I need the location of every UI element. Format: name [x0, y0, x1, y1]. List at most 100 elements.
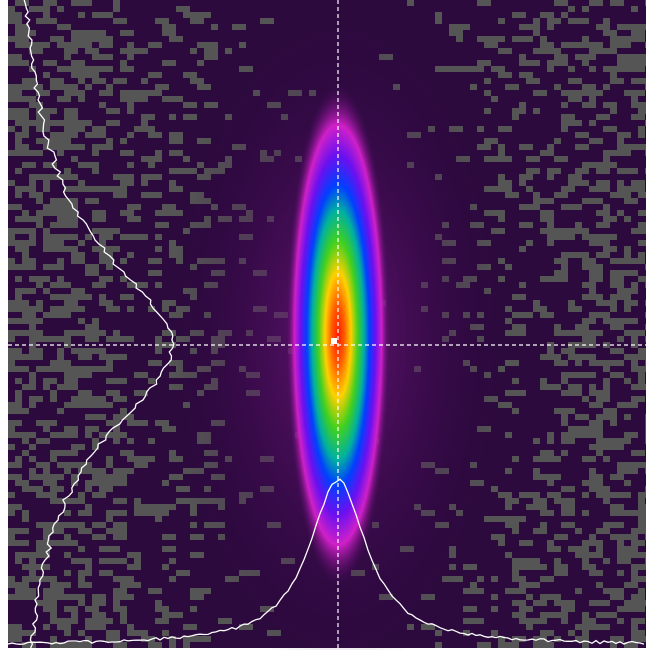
noise-pixel: [477, 36, 491, 42]
noise-pixel: [190, 594, 204, 600]
noise-pixel: [36, 210, 50, 216]
noise-pixel: [148, 642, 162, 648]
noise-pixel: [526, 594, 533, 600]
noise-pixel: [22, 36, 29, 42]
noise-pixel: [638, 252, 645, 258]
noise-pixel: [638, 60, 646, 66]
noise-pixel: [113, 192, 127, 198]
noise-pixel: [113, 528, 127, 534]
noise-pixel: [92, 438, 99, 444]
noise-pixel: [624, 192, 631, 198]
noise-pixel: [92, 522, 106, 528]
noise-pixel: [610, 522, 624, 528]
noise-pixel: [134, 372, 148, 378]
noise-pixel: [43, 108, 57, 114]
noise-pixel: [491, 96, 498, 102]
noise-pixel: [561, 564, 568, 570]
noise-pixel: [197, 588, 211, 594]
noise-pixel: [50, 612, 57, 618]
noise-pixel: [610, 234, 617, 240]
noise-pixel: [78, 492, 85, 498]
noise-pixel: [582, 396, 589, 402]
noise-pixel: [582, 636, 589, 642]
noise-pixel: [624, 552, 638, 558]
noise-pixel: [36, 120, 50, 126]
noise-pixel: [29, 234, 36, 240]
noise-pixel: [540, 576, 554, 582]
noise-pixel: [29, 402, 36, 408]
noise-pixel: [15, 402, 22, 408]
noise-pixel: [92, 210, 106, 216]
noise-pixel: [8, 348, 22, 354]
noise-pixel: [127, 90, 141, 96]
noise-pixel: [50, 582, 57, 588]
noise-pixel: [498, 636, 505, 642]
noise-pixel: [15, 288, 29, 294]
noise-pixel: [610, 216, 617, 222]
noise-pixel: [99, 600, 106, 606]
noise-pixel: [540, 594, 554, 600]
noise-pixel: [470, 84, 477, 90]
noise-pixel: [162, 546, 176, 552]
noise-pixel: [547, 234, 561, 240]
noise-pixel: [43, 186, 50, 192]
noise-pixel: [120, 66, 134, 72]
noise-pixel: [540, 642, 554, 648]
noise-pixel: [43, 624, 50, 630]
noise-pixel: [92, 612, 106, 618]
noise-pixel: [582, 414, 589, 420]
noise-pixel: [218, 618, 232, 624]
noise-pixel: [512, 600, 519, 606]
noise-pixel: [134, 504, 148, 510]
noise-pixel: [22, 450, 29, 456]
noise-pixel: [603, 414, 617, 420]
noise-pixel: [631, 618, 645, 624]
noise-pixel: [64, 582, 71, 588]
noise-pixel: [99, 36, 113, 42]
noise-pixel: [15, 192, 22, 198]
noise-pixel: [498, 144, 505, 150]
noise-pixel: [162, 510, 169, 516]
noise-pixel: [8, 444, 15, 450]
noise-pixel: [512, 12, 526, 18]
noise-pixel: [99, 492, 106, 498]
noise-pixel: [50, 486, 64, 492]
noise-pixel: [477, 66, 484, 72]
noise-pixel: [8, 582, 15, 588]
noise-pixel: [512, 570, 519, 576]
noise-pixel: [43, 42, 50, 48]
noise-pixel: [610, 324, 624, 330]
noise-pixel: [99, 474, 113, 480]
noise-pixel: [169, 132, 183, 138]
noise-pixel: [631, 180, 645, 186]
noise-pixel: [141, 156, 148, 162]
noise-pixel: [512, 564, 526, 570]
noise-pixel: [141, 282, 148, 288]
noise-pixel: [29, 228, 36, 234]
noise-pixel: [22, 252, 29, 258]
noise-pixel: [127, 594, 134, 600]
noise-pixel: [8, 630, 15, 636]
noise-pixel: [106, 528, 113, 534]
noise-pixel: [120, 186, 127, 192]
noise-pixel: [610, 510, 624, 516]
noise-pixel: [8, 594, 22, 600]
noise-pixel: [127, 630, 141, 636]
noise-pixel: [155, 588, 162, 594]
noise-pixel: [617, 270, 624, 276]
noise-pixel: [610, 474, 617, 480]
noise-pixel: [155, 222, 169, 228]
noise-pixel: [99, 234, 113, 240]
noise-pixel: [22, 126, 29, 132]
noise-pixel: [190, 522, 197, 528]
noise-pixel: [134, 510, 148, 516]
noise-pixel: [190, 78, 197, 84]
noise-pixel: [113, 18, 127, 24]
noise-pixel: [526, 558, 540, 564]
noise-pixel: [561, 234, 575, 240]
noise-pixel: [64, 366, 71, 372]
noise-pixel: [533, 528, 547, 534]
noise-pixel: [71, 36, 85, 42]
noise-pixel: [64, 246, 78, 252]
noise-pixel: [106, 90, 113, 96]
